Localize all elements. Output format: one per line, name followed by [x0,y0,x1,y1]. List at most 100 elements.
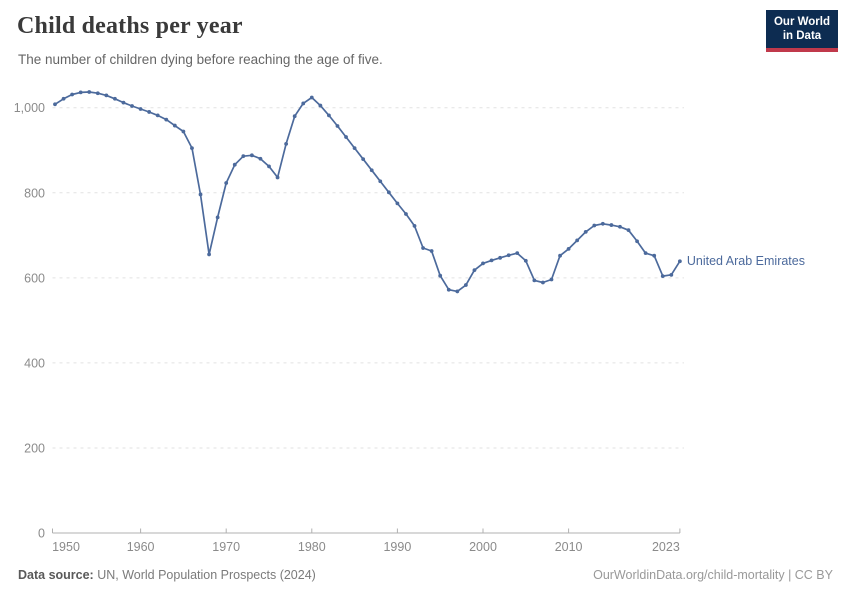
data-point-marker[interactable] [130,104,134,108]
data-point-marker[interactable] [267,164,271,169]
data-point-marker[interactable] [404,212,408,216]
data-point-marker[interactable] [541,280,545,285]
data-point-marker[interactable] [232,162,237,167]
data-point-marker[interactable] [455,289,460,294]
data-point-marker[interactable] [215,215,220,220]
x-axis-tick-label: 2010 [555,540,583,554]
data-point-marker[interactable] [61,96,66,101]
data-point-marker[interactable] [635,239,639,244]
data-point-marker[interactable] [369,168,374,173]
data-point-marker[interactable] [386,190,391,195]
data-source-text: UN, World Population Prospects (2024) [93,568,316,582]
data-point-marker[interactable] [592,223,597,228]
data-point-marker[interactable] [643,251,648,256]
data-point-marker[interactable] [583,229,588,234]
data-point-marker[interactable] [421,246,425,250]
data-point-marker[interactable] [446,287,451,292]
data-point-marker[interactable] [138,107,143,111]
data-point-marker[interactable] [275,175,280,180]
data-point-marker[interactable] [523,258,528,263]
x-axis-tick-label: 1970 [212,540,240,554]
data-point-marker[interactable] [463,283,468,287]
data-point-marker[interactable] [361,157,366,162]
data-point-marker[interactable] [147,110,152,114]
y-axis-tick-label: 0 [38,527,45,541]
data-point-marker[interactable] [395,201,400,206]
y-axis-tick-label: 600 [24,271,45,285]
data-point-marker[interactable] [181,129,186,134]
data-point-marker[interactable] [113,96,117,101]
x-axis-tick-label: 2000 [469,540,497,554]
data-point-marker[interactable] [155,113,160,118]
data-point-marker[interactable] [164,117,169,122]
data-point-marker[interactable] [284,141,289,146]
data-point-marker[interactable] [258,156,263,161]
data-point-marker[interactable] [660,274,665,279]
y-axis-tick-label: 800 [24,186,45,200]
data-source-label: Data source: [18,568,94,582]
data-point-marker[interactable] [472,268,477,273]
data-point-marker[interactable] [104,93,109,98]
data-point-marker[interactable] [438,273,443,278]
data-point-marker[interactable] [190,146,194,151]
data-point-marker[interactable] [352,146,357,151]
data-point-marker[interactable] [378,179,383,184]
data-point-marker[interactable] [249,153,254,158]
data-point-marker[interactable] [53,102,57,107]
data-point-marker[interactable] [669,272,674,277]
data-point-marker[interactable] [241,154,246,159]
entity-label[interactable]: United Arab Emirates [687,254,805,268]
data-point-marker[interactable] [344,135,348,139]
data-point-marker[interactable] [318,103,323,108]
page-title: Child deaths per year [17,13,243,39]
owid-logo-line1: Our World [773,16,830,28]
data-point-marker[interactable] [566,246,571,251]
data-point-marker[interactable] [78,90,83,95]
owid-logo[interactable]: Our World in Data [766,10,838,52]
data-point-marker[interactable] [481,261,485,266]
data-point-marker[interactable] [489,258,494,263]
data-point-marker[interactable] [172,123,177,128]
data-point-marker[interactable] [309,95,314,100]
data-point-marker[interactable] [335,124,340,128]
data-point-marker[interactable] [549,277,554,282]
data-point-marker[interactable] [626,228,631,233]
data-point-marker[interactable] [498,255,503,260]
data-point-marker[interactable] [70,92,75,97]
data-point-marker[interactable] [506,253,511,258]
data-point-marker[interactable] [600,221,605,226]
data-point-marker[interactable] [558,253,562,258]
data-point-marker[interactable] [95,91,100,96]
data-point-marker[interactable] [87,90,92,94]
data-point-marker[interactable] [532,278,537,283]
x-axis-tick-label: 1990 [383,540,411,554]
x-axis-tick-label: 2023 [652,540,680,554]
x-axis-tick-label: 1950 [52,540,80,554]
y-axis-tick-label: 400 [24,356,45,370]
data-point-marker[interactable] [515,251,520,256]
chart-footer: Data source: UN, World Population Prospe… [18,568,833,582]
owid-logo-line2: in Data [782,30,822,42]
data-point-marker[interactable] [677,259,682,264]
data-source: Data source: UN, World Population Prospe… [18,568,316,582]
data-point-marker[interactable] [224,181,229,185]
data-point-marker[interactable] [327,113,331,118]
x-axis-tick-label: 1960 [127,540,155,554]
data-point-marker[interactable] [429,249,434,253]
x-axis-tick-label: 1980 [298,540,326,554]
data-point-marker[interactable] [207,252,211,257]
data-point-marker[interactable] [121,100,126,105]
y-axis-tick-label: 1,000 [14,101,45,115]
data-point-marker[interactable] [292,114,297,119]
credit-link[interactable]: OurWorldinData.org/child-mortality | CC … [593,568,833,582]
data-point-marker[interactable] [301,101,306,106]
data-point-marker[interactable] [618,224,622,229]
data-point-marker[interactable] [198,192,203,197]
data-point-marker[interactable] [609,223,614,227]
data-point-marker[interactable] [412,224,417,228]
data-point-marker[interactable] [652,253,657,258]
chart-line[interactable] [54,91,681,293]
chart-subtitle: The number of children dying before reac… [18,52,383,67]
data-point-marker[interactable] [575,238,580,243]
